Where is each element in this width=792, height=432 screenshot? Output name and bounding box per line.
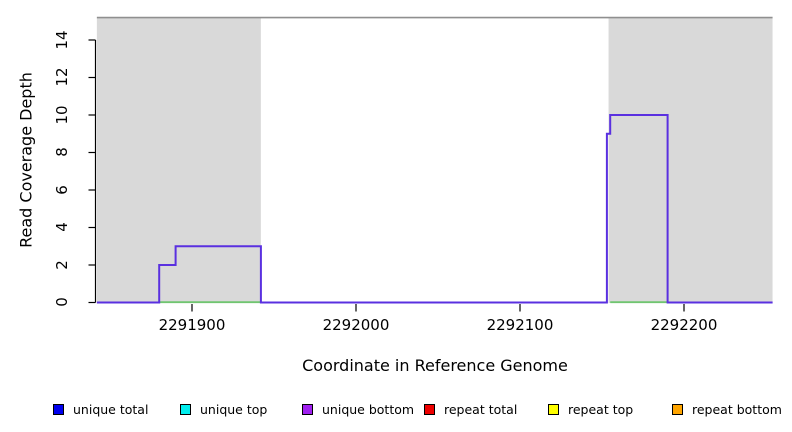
legend-swatch-unique-total [53,404,64,415]
legend-item-unique-total: unique total [53,402,148,417]
y-tick-label: 10 [53,105,71,125]
y-tick-label: 0 [53,297,71,307]
y-tick-label: 14 [53,30,71,50]
legend-swatch-repeat-top [548,404,559,415]
legend-label: unique bottom [322,402,415,417]
y-tick-label: 6 [53,185,71,195]
legend-label: repeat top [568,402,634,417]
legend-label: repeat total [444,402,518,417]
legend-swatch-unique-bottom [302,404,313,415]
legend-item-unique-top: unique top [180,402,267,417]
legend-swatch-repeat-bottom [672,404,683,415]
legend-item-repeat-total: repeat total [424,402,517,417]
y-tick-label: 2 [53,260,71,270]
y-tick-label: 8 [53,147,71,157]
legend-swatch-repeat-total [424,404,435,415]
y-tick-label: 12 [53,67,71,87]
legend-item-repeat-bottom: repeat bottom [672,402,782,417]
legend-item-repeat-top: repeat top [548,402,633,417]
x-axis-title: Coordinate in Reference Genome [302,356,568,375]
legend-item-unique-bottom: unique bottom [302,402,414,417]
y-tick-label: 4 [53,222,71,232]
legend-swatch-unique-top [180,404,191,415]
x-tick-label: 2292100 [486,316,554,334]
y-axis-title: Read Coverage Depth [16,72,36,248]
x-tick-label: 2291900 [158,316,226,334]
legend-label: repeat bottom [692,402,782,417]
legend-label: unique total [73,402,149,417]
x-tick-label: 2292000 [322,316,390,334]
x-tick-label: 2292200 [650,316,718,334]
legend-label: unique top [200,402,268,417]
